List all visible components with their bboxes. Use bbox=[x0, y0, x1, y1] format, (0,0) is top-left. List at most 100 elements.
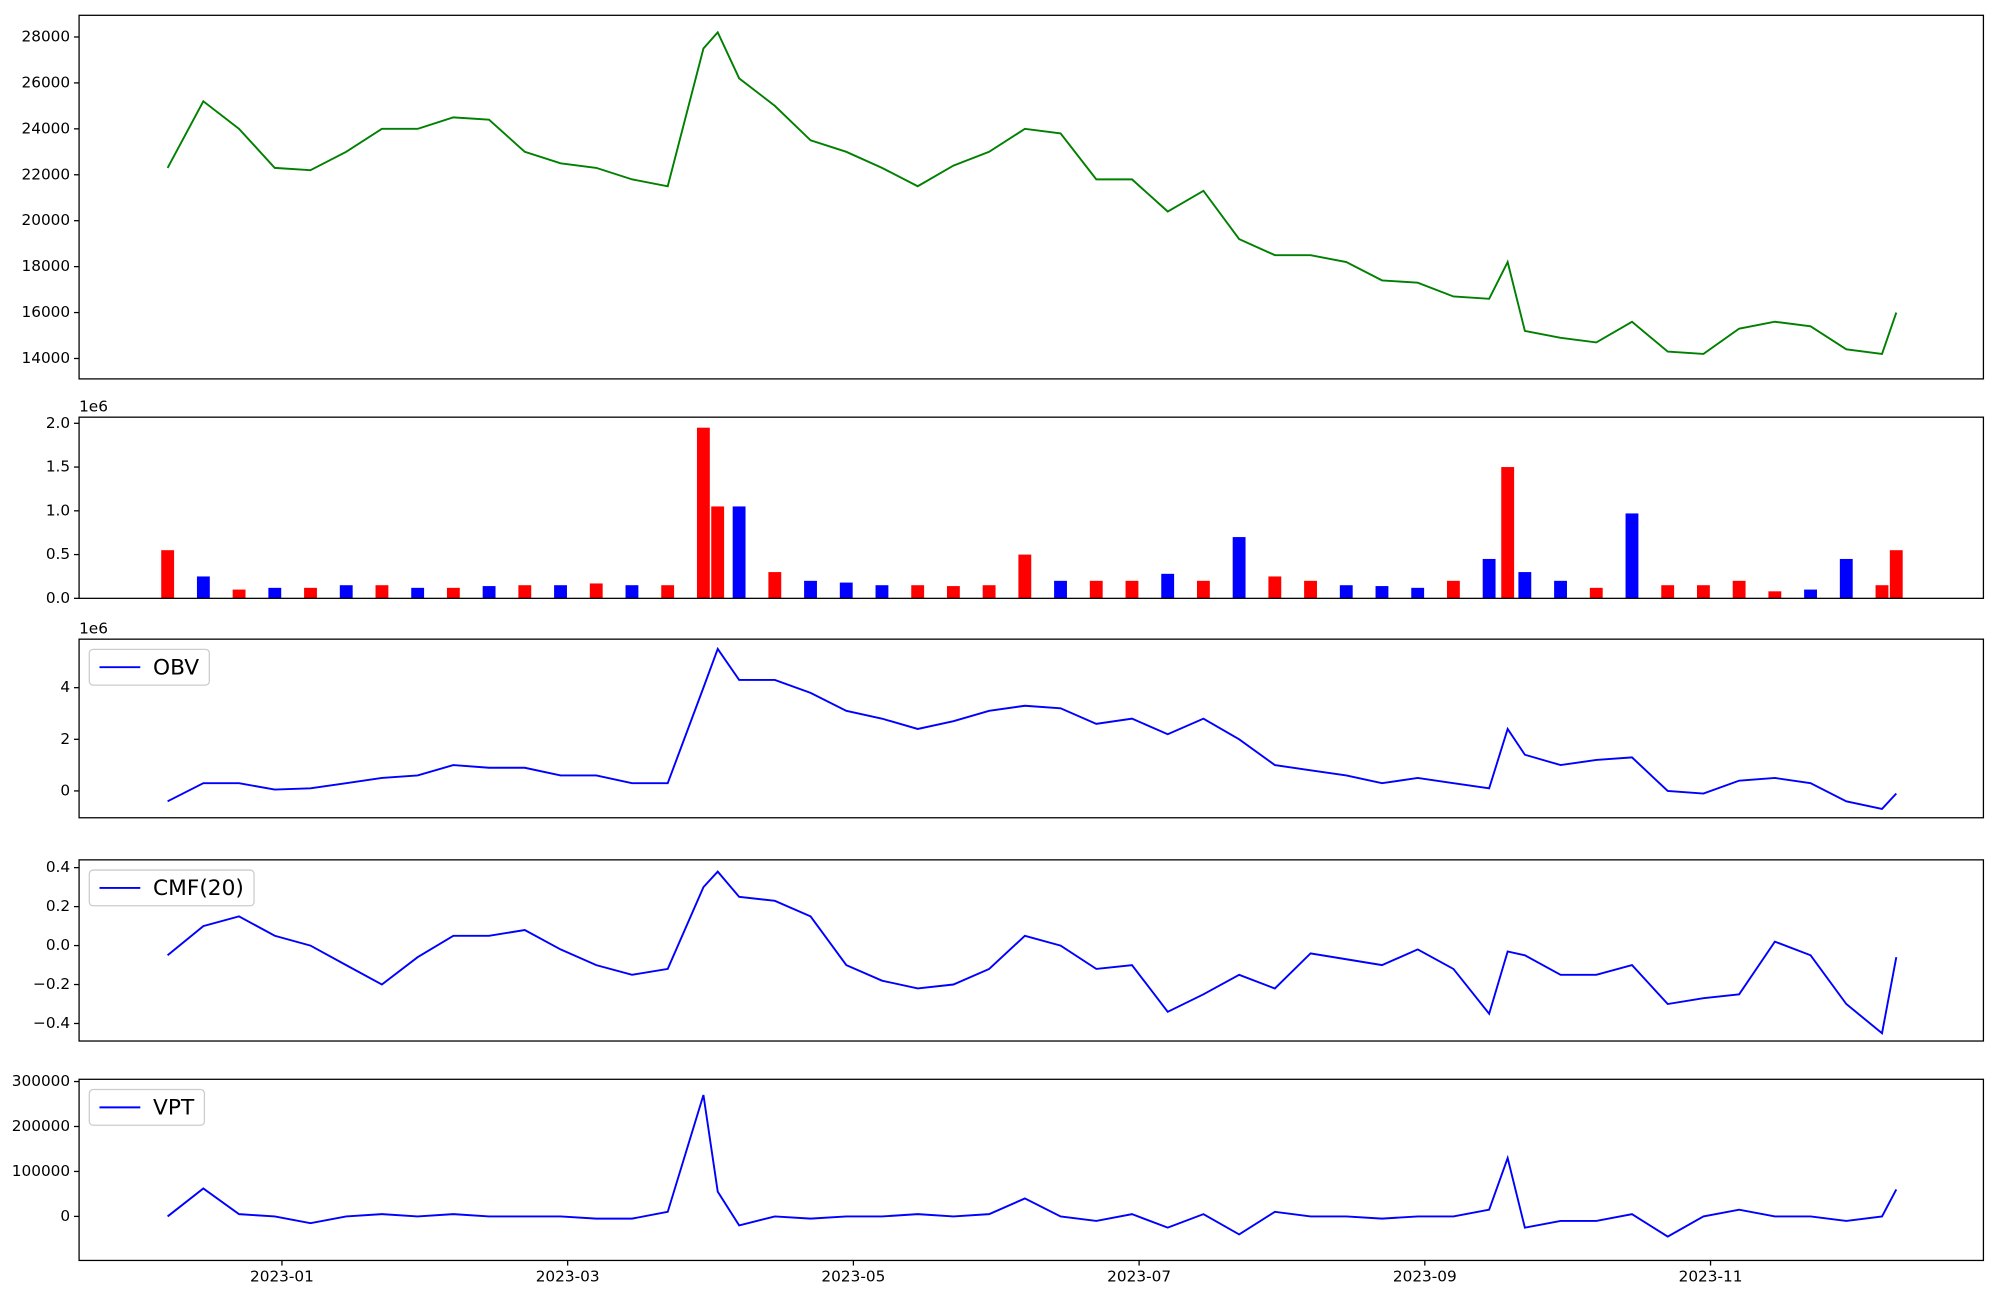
y-tick-label: 0.0 bbox=[46, 936, 70, 954]
volume-bar bbox=[696, 427, 710, 599]
x-tick-label: 2023-07 bbox=[1107, 1268, 1171, 1286]
volume-bar bbox=[1089, 580, 1103, 599]
volume-bar bbox=[1411, 587, 1425, 599]
y-tick-label: 0 bbox=[60, 1207, 70, 1225]
y-tick-label: 20000 bbox=[21, 211, 70, 229]
volume-bar bbox=[732, 506, 746, 599]
volume-bar bbox=[1839, 558, 1853, 599]
y-tick-label: 2.0 bbox=[46, 414, 70, 432]
y-tick-label: 2 bbox=[60, 730, 70, 748]
volume-bar bbox=[875, 585, 889, 599]
y-tick-label: 22000 bbox=[21, 165, 70, 183]
volume-bar bbox=[1589, 587, 1603, 599]
volume-bar bbox=[1768, 591, 1782, 599]
volume-bar bbox=[1482, 558, 1496, 599]
volume-bar bbox=[1339, 585, 1353, 599]
y-tick-label: 200000 bbox=[12, 1117, 70, 1135]
volume-bar bbox=[1875, 585, 1889, 599]
x-tick-label: 2023-01 bbox=[250, 1268, 314, 1286]
volume-bar bbox=[1518, 572, 1532, 599]
volume-bar bbox=[554, 585, 567, 599]
y-tick-label: 1.5 bbox=[46, 458, 70, 476]
volume-bar bbox=[711, 506, 725, 599]
volume-bar bbox=[196, 576, 210, 599]
volume-bar bbox=[1161, 573, 1175, 599]
y-tick-label: −0.2 bbox=[33, 975, 70, 993]
axes-frame bbox=[78, 14, 1985, 380]
y-tick-label: 14000 bbox=[21, 349, 70, 367]
volume-bar bbox=[1661, 585, 1675, 599]
y-tick-label: 28000 bbox=[21, 27, 70, 45]
volume-bar bbox=[1018, 554, 1032, 599]
volume-bar bbox=[375, 585, 389, 599]
volume-bar bbox=[839, 582, 853, 599]
volume-bar bbox=[804, 580, 817, 599]
legend-label: OBV bbox=[153, 655, 199, 680]
axes-frame bbox=[78, 1078, 1985, 1262]
x-tick-label: 2023-05 bbox=[821, 1268, 885, 1286]
volume-bar bbox=[518, 585, 532, 599]
volume-bar bbox=[1696, 585, 1710, 599]
volume-bar bbox=[1268, 576, 1282, 599]
x-tick-label: 2023-03 bbox=[536, 1268, 600, 1286]
legend-label: VPT bbox=[153, 1096, 195, 1121]
volume-bar bbox=[1054, 580, 1067, 599]
x-tick-label: 2023-11 bbox=[1679, 1268, 1743, 1286]
volume-bar bbox=[661, 585, 675, 599]
offset-label: 1e6 bbox=[79, 397, 108, 415]
volume-bar bbox=[339, 585, 353, 599]
volume-bar bbox=[1375, 586, 1389, 599]
legend-box bbox=[88, 1088, 206, 1126]
y-tick-label: 4 bbox=[60, 678, 70, 696]
y-tick-label: 0.4 bbox=[46, 858, 70, 876]
volume-bar bbox=[304, 587, 317, 599]
volume-bar bbox=[911, 585, 925, 599]
volume-bar bbox=[482, 586, 496, 599]
volume-bar bbox=[446, 587, 460, 599]
y-tick-label: 0 bbox=[60, 781, 70, 799]
series-line bbox=[167, 646, 1898, 811]
y-tick-label: 18000 bbox=[21, 257, 70, 275]
legend-label: CMF(20) bbox=[153, 876, 244, 901]
axes-frame bbox=[78, 416, 1985, 599]
x-tick-label: 2023-09 bbox=[1393, 1268, 1457, 1286]
series-line bbox=[167, 1094, 1898, 1238]
volume-bar bbox=[1732, 580, 1746, 599]
volume-bar bbox=[411, 587, 425, 599]
axes-frame bbox=[78, 859, 1985, 1042]
series-line bbox=[166, 870, 1898, 1036]
volume-bar bbox=[1501, 467, 1515, 599]
legend-box bbox=[88, 869, 255, 907]
volume-bar bbox=[161, 550, 175, 599]
y-tick-label: −0.4 bbox=[33, 1014, 70, 1032]
volume-bar bbox=[1554, 580, 1567, 599]
volume-bar bbox=[982, 585, 996, 599]
volume-bar bbox=[1196, 580, 1210, 599]
y-tick-label: 300000 bbox=[12, 1072, 70, 1090]
volume-bar bbox=[268, 587, 282, 599]
series-line bbox=[166, 30, 1898, 355]
y-tick-label: 16000 bbox=[21, 303, 70, 321]
y-tick-label: 0.0 bbox=[46, 589, 70, 607]
volume-bar bbox=[625, 585, 639, 599]
volume-bar bbox=[589, 583, 603, 599]
y-tick-label: 0.2 bbox=[46, 897, 70, 915]
y-tick-label: 0.5 bbox=[46, 545, 70, 563]
volume-bar bbox=[1625, 513, 1639, 599]
volume-bar bbox=[1232, 537, 1246, 599]
axes-frame bbox=[78, 638, 1985, 819]
volume-bar bbox=[946, 586, 960, 599]
offset-label: 1e6 bbox=[79, 619, 108, 637]
legend-box bbox=[88, 648, 210, 686]
y-tick-label: 1.0 bbox=[46, 501, 70, 519]
y-tick-label: 24000 bbox=[21, 119, 70, 137]
volume-bar bbox=[1304, 580, 1317, 599]
volume-bar bbox=[1125, 580, 1139, 599]
volume-bar bbox=[1889, 550, 1903, 599]
y-tick-label: 26000 bbox=[21, 73, 70, 91]
volume-bar bbox=[1446, 580, 1460, 599]
volume-bar bbox=[232, 589, 246, 599]
volume-bar bbox=[768, 572, 782, 599]
